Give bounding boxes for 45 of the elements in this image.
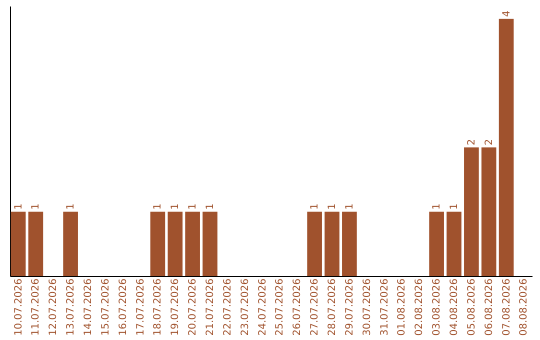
x-tick-label: 25.07.2026 [274,278,286,336]
x-tick-label: 15.07.2026 [100,278,112,336]
data-label: 1 [432,203,443,210]
x-tick-label: 18.07.2026 [152,278,164,336]
x-tick-label: 08.08.2026 [518,278,530,336]
data-label: 2 [466,139,478,146]
x-tick-label: 20.07.2026 [188,278,199,336]
x-tick-label: 31.07.2026 [379,278,390,336]
x-tick-label: 23.07.2026 [240,278,251,336]
x-tick-label: 13.07.2026 [66,278,77,336]
x-tick-label: 16.07.2026 [118,278,129,336]
x-tick-label: 07.08.2026 [501,278,512,336]
x-tick-label: 29.07.2026 [344,278,356,336]
data-label: 1 [170,203,182,210]
x-tick-label: 10.07.2026 [13,278,24,336]
x-tick-label: 11.07.2026 [30,278,42,336]
x-tick-label: 21.07.2026 [205,278,216,336]
data-label: 1 [310,203,321,210]
x-tick-label: 03.08.2026 [432,278,443,336]
data-label: 1 [152,203,164,210]
data-label: 1 [205,203,216,210]
x-tick-label: 30.07.2026 [362,278,373,336]
data-label: 1 [13,203,24,210]
x-tick-label: 02.08.2026 [414,278,426,336]
x-tick-label: 14.07.2026 [82,278,94,336]
x-tick-label: 06.08.2026 [484,278,495,336]
x-tick-label: 28.07.2026 [327,278,338,336]
x-tick-label: 26.07.2026 [292,278,304,336]
data-label: 1 [66,203,77,210]
data-label: 4 [501,10,512,17]
data-label: 1 [344,203,356,210]
data-label: 1 [449,203,460,210]
x-tick-label: 01.08.2026 [396,278,408,336]
x-tick-label: 12.07.2026 [48,278,60,336]
x-tick-label: 17.07.2026 [135,278,146,336]
x-tick-label: 22.07.2026 [222,278,234,336]
x-tick-label: 27.07.2026 [310,278,321,336]
x-tick-label: 04.08.2026 [449,278,460,336]
data-label: 1 [188,203,199,210]
data-label: 1 [30,203,42,210]
data-label: 2 [484,139,495,146]
x-tick-label: 19.07.2026 [170,278,182,336]
x-tick-label: 24.07.2026 [257,278,268,336]
data-label: 1 [327,203,338,210]
x-tick-label: 05.08.2026 [466,278,478,336]
